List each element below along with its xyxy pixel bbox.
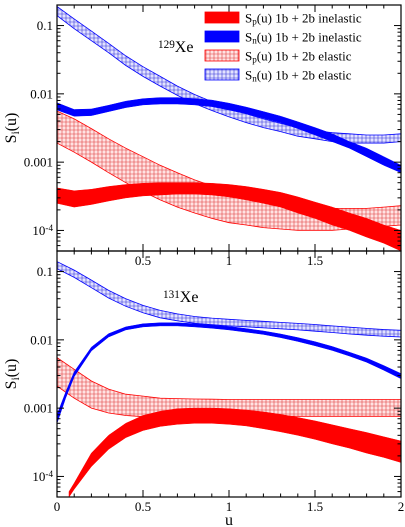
x-tick-label: 1 — [226, 253, 233, 268]
y-tick-label: 0.1 — [37, 264, 53, 279]
legend-label: Sn(u) 1b + 2b elastic — [245, 68, 352, 84]
y-axis-label-group: Si(u) — [3, 359, 22, 390]
y-axis-label: Si(u) — [3, 113, 22, 144]
y-tick-label: 0.001 — [24, 401, 53, 416]
legend-label: Sp(u) 1b + 2b elastic — [245, 49, 352, 65]
x-tick-label: 0.5 — [135, 499, 151, 514]
series-band-sn-inelastic — [57, 322, 401, 424]
legend-swatch — [204, 30, 240, 43]
series-band-sn-inelastic — [57, 97, 401, 173]
x-tick-label: 1.5 — [307, 253, 323, 268]
legend-swatch — [204, 49, 240, 62]
y-tick-label: 10-4 — [32, 469, 53, 484]
legend: Sp(u) 1b + 2b inelastic Sn(u) 1b + 2b ine… — [204, 11, 362, 84]
isotope-label: 129Xe — [158, 39, 193, 56]
y-axis-label: Si(u) — [3, 359, 22, 390]
series-band-sp-inelastic — [68, 407, 401, 497]
legend-swatch — [204, 68, 240, 81]
y-tick-label: 0.1 — [37, 18, 53, 33]
series-band-sp-inelastic — [57, 182, 401, 251]
x-tick-label: 0 — [54, 499, 61, 514]
panel-129xe: 0.5 1 1.5 0.1 0.01 0.001 10-4 Si(u) 129Xe Sp(u) 1… — [3, 4, 402, 268]
legend-label: Sp(u) 1b + 2b inelastic — [245, 11, 362, 27]
x-tick-label: 1.5 — [307, 499, 323, 514]
x-tick-label: 0.5 — [135, 253, 151, 268]
y-tick-label: 10-4 — [32, 223, 53, 238]
y-tick-label: 0.01 — [30, 332, 53, 347]
y-tick-label: 0.001 — [24, 155, 53, 170]
legend-label: Sn(u) 1b + 2b inelastic — [245, 30, 362, 46]
series-band-sp-elastic — [57, 110, 401, 231]
panel-131xe: 0 0.5 1 1.5 2 0.1 0.01 0.001 10-4 Si(u) u 131Xe — [3, 250, 405, 527]
series-band-sn-elastic — [57, 261, 401, 338]
y-tick-label: 0.01 — [30, 86, 53, 101]
plot-area — [57, 261, 401, 497]
plot-frame — [56, 250, 402, 498]
x-axis-label: u — [225, 512, 233, 527]
isotope-label: 131Xe — [163, 289, 198, 306]
x-tick-label: 2 — [398, 499, 405, 514]
series-band-sp-elastic — [57, 357, 401, 418]
y-axis-label-group: Si(u) — [3, 113, 22, 144]
x-tick-label: 1 — [226, 499, 233, 514]
legend-swatch — [204, 11, 240, 24]
series-band-sn-elastic — [57, 6, 401, 144]
plot-area — [57, 6, 401, 251]
